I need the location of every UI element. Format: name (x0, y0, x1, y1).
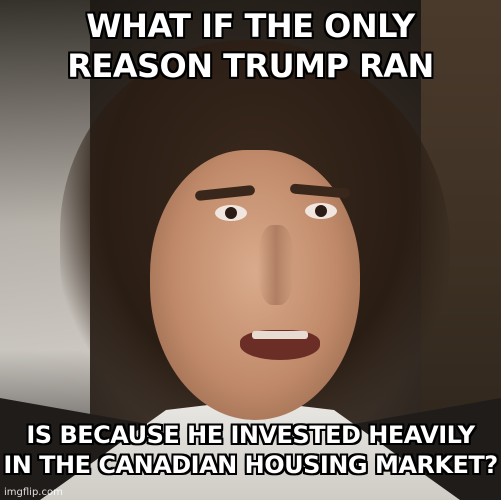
bottom-caption-line-1: IS BECAUSE HE INVESTED HEAVILY (26, 421, 475, 449)
right-eye (305, 203, 337, 219)
right-pupil (315, 205, 327, 217)
top-caption: WHAT IF THE ONLY REASON TRUMP RAN (0, 6, 501, 86)
bottom-caption: IS BECAUSE HE INVESTED HEAVILY IN THE CA… (0, 420, 501, 480)
left-eye (215, 205, 247, 221)
top-caption-line-2: REASON TRUMP RAN (67, 47, 434, 85)
nose (258, 225, 294, 305)
left-pupil (225, 207, 237, 219)
top-caption-line-1: WHAT IF THE ONLY (86, 7, 415, 45)
teeth (252, 331, 308, 339)
watermark: imgflip.com (4, 487, 63, 498)
bottom-caption-line-2: IN THE CANADIAN HOUSING MARKET? (3, 451, 498, 479)
